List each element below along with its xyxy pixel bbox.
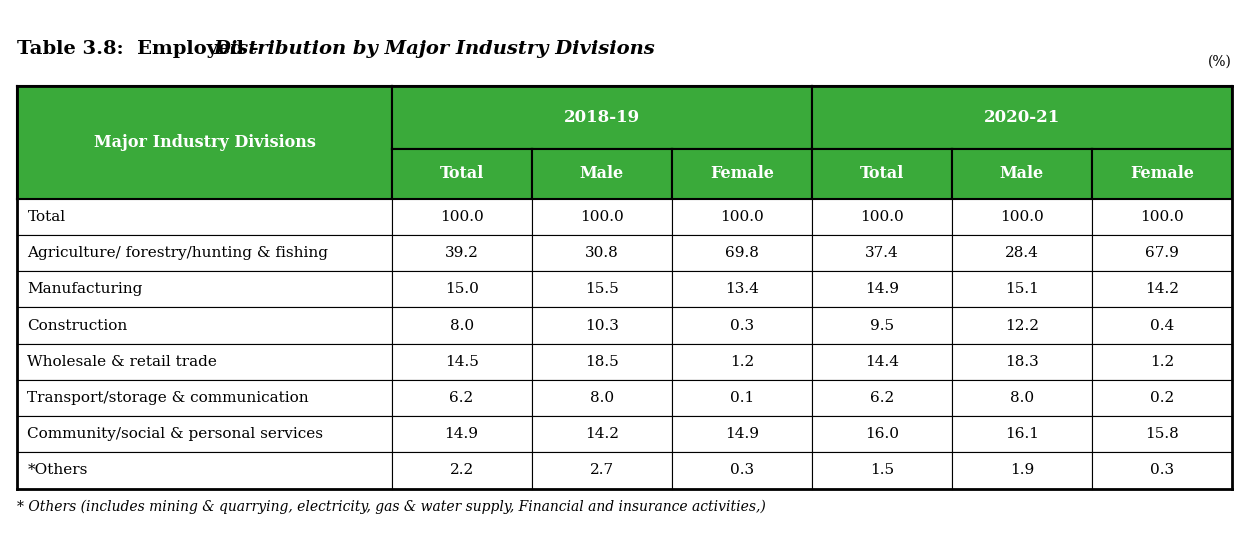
Text: 30.8: 30.8 bbox=[585, 246, 619, 260]
Text: 0.3: 0.3 bbox=[1150, 464, 1175, 477]
Text: * Others (includes mining & quarrying, electricity, gas & water supply, Financia: * Others (includes mining & quarrying, e… bbox=[17, 500, 766, 514]
Text: Male: Male bbox=[1000, 166, 1044, 182]
Text: 39.2: 39.2 bbox=[445, 246, 479, 260]
Text: 100.0: 100.0 bbox=[580, 210, 624, 224]
Text: Transport/storage & communication: Transport/storage & communication bbox=[27, 391, 309, 405]
Text: 9.5: 9.5 bbox=[869, 319, 894, 332]
Text: 37.4: 37.4 bbox=[865, 246, 899, 260]
Text: Total: Total bbox=[859, 166, 904, 182]
Text: 14.2: 14.2 bbox=[1145, 282, 1178, 296]
Text: 16.0: 16.0 bbox=[865, 427, 899, 441]
Text: 0.3: 0.3 bbox=[729, 464, 754, 477]
Text: Agriculture/ forestry/hunting & fishing: Agriculture/ forestry/hunting & fishing bbox=[27, 246, 328, 260]
Text: Community/social & personal services: Community/social & personal services bbox=[27, 427, 323, 441]
Text: 1.9: 1.9 bbox=[1010, 464, 1034, 477]
Text: *Others: *Others bbox=[27, 464, 87, 477]
Text: Female: Female bbox=[710, 166, 773, 182]
Text: 1.2: 1.2 bbox=[1150, 355, 1175, 369]
Text: 18.5: 18.5 bbox=[585, 355, 619, 369]
Text: 100.0: 100.0 bbox=[860, 210, 904, 224]
Text: 2.7: 2.7 bbox=[590, 464, 614, 477]
Text: 10.3: 10.3 bbox=[585, 319, 619, 332]
Text: Table 3.8:  Employed -: Table 3.8: Employed - bbox=[17, 40, 266, 58]
Text: Major Industry Divisions: Major Industry Divisions bbox=[94, 134, 315, 151]
Text: 18.3: 18.3 bbox=[1005, 355, 1039, 369]
Text: 6.2: 6.2 bbox=[449, 391, 474, 405]
Text: 6.2: 6.2 bbox=[869, 391, 894, 405]
Text: 2018-19: 2018-19 bbox=[564, 109, 640, 126]
Text: 2.2: 2.2 bbox=[449, 464, 474, 477]
Text: 100.0: 100.0 bbox=[440, 210, 484, 224]
Text: Total: Total bbox=[439, 166, 484, 182]
Text: 69.8: 69.8 bbox=[725, 246, 758, 260]
Text: Wholesale & retail trade: Wholesale & retail trade bbox=[27, 355, 217, 369]
Text: 15.8: 15.8 bbox=[1145, 427, 1178, 441]
Text: 14.2: 14.2 bbox=[585, 427, 619, 441]
Text: 8.0: 8.0 bbox=[449, 319, 474, 332]
Text: 100.0: 100.0 bbox=[720, 210, 763, 224]
Text: 0.2: 0.2 bbox=[1150, 391, 1175, 405]
Text: 15.1: 15.1 bbox=[1005, 282, 1039, 296]
Text: 14.9: 14.9 bbox=[725, 427, 758, 441]
Text: Total: Total bbox=[27, 210, 66, 224]
Text: 16.1: 16.1 bbox=[1005, 427, 1039, 441]
Text: 8.0: 8.0 bbox=[590, 391, 614, 405]
Text: Construction: Construction bbox=[27, 319, 127, 332]
Text: (%): (%) bbox=[1208, 55, 1232, 69]
Text: 100.0: 100.0 bbox=[1000, 210, 1044, 224]
Text: 1.2: 1.2 bbox=[729, 355, 754, 369]
Text: 12.2: 12.2 bbox=[1005, 319, 1039, 332]
Text: 0.3: 0.3 bbox=[729, 319, 754, 332]
Text: 14.5: 14.5 bbox=[445, 355, 479, 369]
Text: 2020-21: 2020-21 bbox=[984, 109, 1060, 126]
Text: 15.0: 15.0 bbox=[445, 282, 479, 296]
Text: 14.4: 14.4 bbox=[865, 355, 899, 369]
Text: Female: Female bbox=[1130, 166, 1193, 182]
Text: 14.9: 14.9 bbox=[865, 282, 899, 296]
Text: 13.4: 13.4 bbox=[725, 282, 758, 296]
Text: 67.9: 67.9 bbox=[1145, 246, 1178, 260]
Text: 15.5: 15.5 bbox=[585, 282, 619, 296]
Text: 14.9: 14.9 bbox=[445, 427, 479, 441]
Text: 1.5: 1.5 bbox=[869, 464, 894, 477]
Text: Male: Male bbox=[580, 166, 624, 182]
Text: 8.0: 8.0 bbox=[1010, 391, 1034, 405]
Text: 28.4: 28.4 bbox=[1005, 246, 1039, 260]
Text: 0.1: 0.1 bbox=[729, 391, 754, 405]
Text: 0.4: 0.4 bbox=[1150, 319, 1175, 332]
Text: Manufacturing: Manufacturing bbox=[27, 282, 143, 296]
Text: Distribution by Major Industry Divisions: Distribution by Major Industry Divisions bbox=[213, 40, 655, 58]
Text: 100.0: 100.0 bbox=[1140, 210, 1183, 224]
